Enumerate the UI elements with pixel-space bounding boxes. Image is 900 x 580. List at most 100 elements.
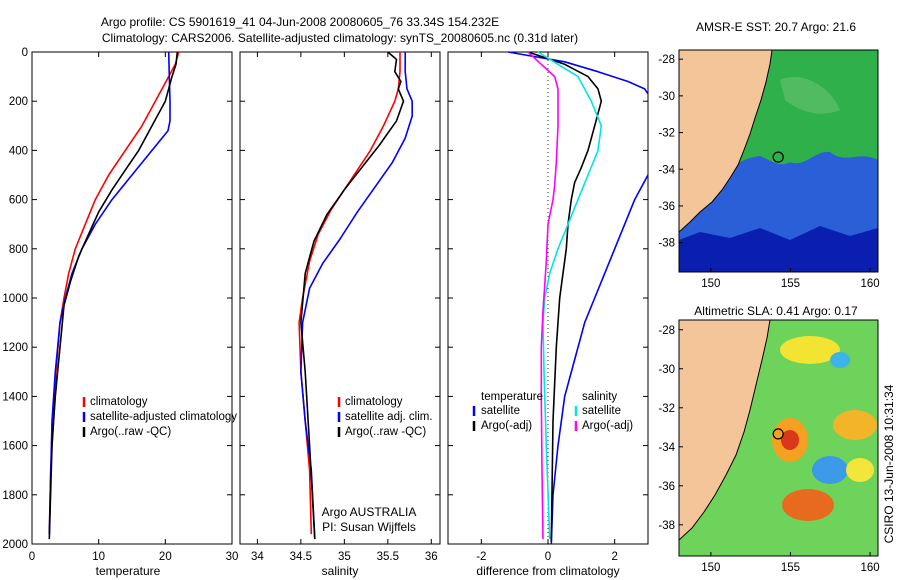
series-line-argo-raw-qc	[48, 51, 179, 540]
legend-label-sal-satellite: satellite	[582, 405, 621, 417]
y-tick-label: 1600	[2, 441, 28, 453]
sla-map: 150 155 160 -28 -30 -32 -34 -36 -38	[658, 319, 880, 574]
temperature-panel-frame	[31, 51, 233, 545]
map-x-tick-label: 150	[701, 562, 720, 574]
x-tick-label: 30	[226, 551, 239, 563]
series-line-temperature-satellite	[507, 51, 649, 95]
sst-map-title: AMSR-E SST: 20.7 Argo: 21.6	[696, 20, 856, 34]
map-y-tick-label: -28	[658, 54, 675, 66]
series-line-temperature-argo-adj	[527, 51, 603, 542]
map-x-tick-label: 155	[781, 562, 800, 574]
sla-high-1	[780, 336, 840, 364]
series-line-satellite-adjusted-climatology	[48, 51, 171, 535]
sst-map: 150 155 160 -28 -30 -32 -34 -36 -38	[658, 49, 880, 290]
legend-label-climatology: climatology	[345, 396, 403, 408]
map-y-tick-label: -34	[658, 164, 675, 176]
x-tick-label: 0	[29, 551, 35, 563]
difference-legend: temperature salinity satellite Argo(-adj…	[472, 391, 633, 432]
map-y-tick-label: -30	[658, 364, 675, 376]
legend-header-temperature: temperature	[481, 391, 543, 403]
x-tick-label: -2	[476, 551, 486, 563]
map-y-tick-label: -34	[658, 442, 675, 454]
map-y-tick-label: -28	[658, 325, 675, 337]
x-tick-label: 34.5	[290, 551, 312, 563]
legend-label-satellite: satellite adj. clim.	[345, 411, 433, 423]
salinity-panel: 34 34.5 35 35.5 36 climatology satellite adj…	[240, 51, 440, 578]
sst-land	[679, 50, 772, 232]
sla-low-2	[830, 352, 850, 368]
y-tick-label: 200	[9, 96, 28, 108]
sst-map-frame	[678, 49, 879, 273]
sla-coastline	[679, 320, 771, 541]
series-line-temperature-satellite	[550, 174, 649, 545]
sla-high-3	[833, 410, 877, 440]
sst-coastline	[679, 50, 773, 233]
x-tick-label: 10	[92, 551, 105, 563]
temperature-legend: climatology satellite-adjusted climatolo…	[82, 396, 237, 438]
salinity-panel-frame	[239, 51, 441, 545]
sla-float-marker	[772, 428, 784, 440]
series-line-climatology	[298, 52, 401, 535]
sst-warm-patch	[780, 76, 840, 114]
difference-xlabel: difference from climatology	[476, 564, 619, 578]
sla-high-core	[781, 430, 799, 450]
sla-high-4	[782, 489, 834, 521]
series-line-argo-raw-qc	[300, 51, 405, 540]
map-y-tick-label: -38	[658, 238, 675, 250]
x-tick-label: 35	[338, 551, 351, 563]
salinity-xlabel: salinity	[322, 564, 359, 578]
x-tick-label: 2	[611, 551, 617, 563]
y-tick-label: 1800	[2, 490, 28, 502]
legend-label-climatology: climatology	[90, 396, 148, 408]
legend-label-argo: Argo(..raw -QC)	[90, 426, 171, 438]
sla-high-5	[846, 458, 874, 482]
y-tick-label: 1400	[2, 391, 28, 403]
x-tick-label: 0	[545, 551, 551, 563]
y-tick-label: 600	[9, 195, 28, 207]
legend-label-satellite: satellite-adjusted climatology	[90, 411, 237, 423]
credit-line2: PI: Susan Wijffels	[322, 520, 416, 534]
sla-map-title: Altimetric SLA: 0.41 Argo: 0.17	[694, 304, 858, 318]
map-x-tick-label: 150	[701, 278, 720, 290]
timestamp-stamp: CSIRO 13-Jun-2008 10:31:34	[882, 384, 896, 543]
series-line-salinity-argo-adj	[527, 51, 559, 540]
map-y-tick-label: -32	[658, 403, 675, 415]
x-tick-label: 34	[251, 551, 264, 563]
map-y-tick-label: -30	[658, 91, 675, 103]
sst-cold-water	[679, 226, 878, 272]
y-tick-label: 800	[9, 244, 28, 256]
sla-map-frame	[678, 319, 879, 557]
map-x-tick-label: 155	[781, 278, 800, 290]
map-x-tick-label: 160	[860, 278, 879, 290]
temperature-xlabel: temperature	[96, 564, 161, 578]
sla-land	[679, 320, 770, 540]
temperature-panel: 0 10 20 30 0 200 400 600 800 1000 1200 1400 1600 1800…	[2, 47, 238, 578]
y-tick-label: 2000	[2, 539, 28, 551]
y-tick-label: 400	[9, 145, 28, 157]
map-y-tick-label: -36	[658, 481, 675, 493]
legend-header-salinity: salinity	[582, 391, 617, 403]
legend-label-temp-argo: Argo(-adj)	[481, 420, 532, 432]
series-line-climatology	[48, 51, 180, 535]
legend-label-temp-satellite: satellite	[481, 405, 520, 417]
y-tick-label: 1200	[2, 342, 28, 354]
x-tick-label: 35.5	[377, 551, 399, 563]
x-tick-label: 20	[159, 551, 172, 563]
map-x-tick-label: 160	[860, 562, 879, 574]
sla-low-1	[812, 456, 848, 484]
salinity-legend: climatology satellite adj. clim. Argo(..…	[337, 396, 433, 438]
difference-panel: -2 0 2 temperature salinity satellite Argo…	[448, 51, 649, 578]
map-y-tick-label: -38	[658, 520, 675, 532]
legend-label-sal-argo: Argo(-adj)	[582, 420, 633, 432]
series-line-satellite-adj-clim	[300, 52, 414, 540]
legend-label-argo: Argo(..raw -QC)	[345, 426, 426, 438]
y-tick-label: 0	[22, 47, 28, 59]
sst-float-marker	[772, 151, 784, 163]
map-y-tick-label: -32	[658, 128, 675, 140]
credit-line1: Argo AUSTRALIA	[322, 505, 417, 519]
figure-title-line1: Argo profile: CS 5901619_41 04-Jun-2008 …	[101, 15, 499, 29]
series-line-salinity-satellite	[537, 51, 603, 540]
x-tick-label: 36	[425, 551, 438, 563]
map-y-tick-label: -36	[658, 201, 675, 213]
